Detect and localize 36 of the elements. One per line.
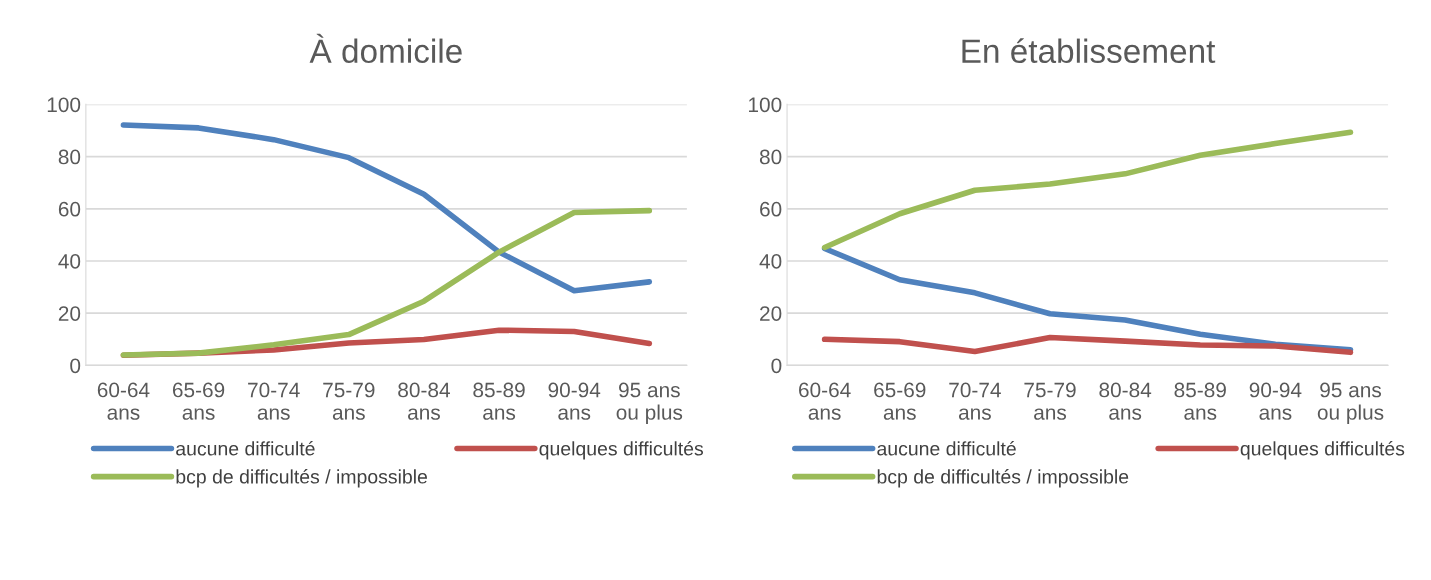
legend-label: aucune difficulté [176,441,315,456]
y-tick-label: 60 [760,201,782,217]
y-tick-label: 40 [759,254,782,269]
legend-label: aucune difficulté [877,441,1016,456]
x-tick-label: 90-94 ans [1249,382,1302,420]
legend-label: quelques difficultés [1240,441,1405,460]
y-tick-label: 80 [58,149,81,165]
x-tick-label: 70-74 ans [949,382,1001,420]
y-tick-label: 40 [58,254,81,269]
x-tick-label: 80-84 ans [1099,382,1152,420]
x-tick-label: 65-69 ans [874,382,926,420]
y-tick-label: 60 [58,201,81,217]
x-tick-label: 60-64 ans [97,382,150,420]
y-tick-label: 80 [759,149,782,165]
x-tick-label: 75-79 ans [1024,382,1076,420]
y-tick-label: 100 [47,97,81,113]
x-tick-label: 95 ans ou plus [1317,382,1384,424]
chart-title: En établissement [962,38,1216,64]
x-tick-label: 75-79 ans [323,382,375,420]
y-tick-label: 0 [771,358,782,374]
y-tick-label: 0 [70,358,81,374]
x-tick-label: 85-89 ans [473,382,525,420]
chart-title: À domicile [309,33,462,64]
legend-label: quelques difficultés [539,441,704,460]
x-tick-label: 90-94 ans [548,382,601,420]
legend-label: bcp de difficultés / impossible [176,469,427,488]
x-tick-label: 80-84 ans [398,382,450,420]
y-tick-label: 20 [58,306,81,321]
x-tick-label: 70-74 ans [248,382,300,420]
x-tick-label: 95 ans ou plus [616,382,683,424]
x-tick-label: 60-64 ans [799,382,851,420]
y-tick-label: 100 [749,97,782,113]
y-tick-label: 20 [760,306,782,321]
x-tick-label: 85-89 ans [1174,382,1226,420]
x-tick-label: 65-69 ans [172,382,225,420]
legend-label: bcp de difficultés / impossible [877,469,1129,488]
